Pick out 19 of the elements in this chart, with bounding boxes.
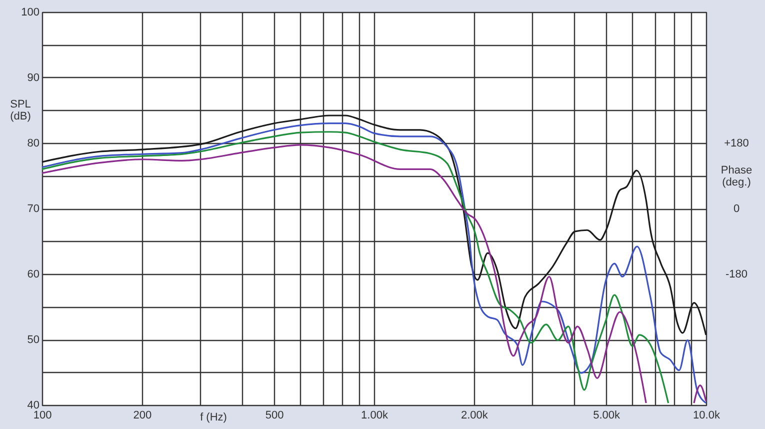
y-axis-title: SPL (dB) bbox=[10, 98, 31, 122]
y-tick-label: 80 bbox=[27, 138, 40, 150]
y-tick-label: 60 bbox=[27, 268, 40, 280]
y-tick-label: 100 bbox=[21, 6, 40, 18]
y2-tick-label: -180 bbox=[725, 268, 748, 280]
x-tick-label: 1.00k bbox=[361, 410, 388, 422]
y-tick-label: 50 bbox=[27, 334, 40, 346]
x-tick-label: 5.00k bbox=[593, 410, 621, 422]
x-tick-label: 2.00k bbox=[460, 410, 488, 422]
x-tick-label: 200 bbox=[133, 410, 152, 422]
x-axis-title: f (Hz) bbox=[200, 412, 227, 424]
y-tick-label: 90 bbox=[27, 72, 40, 84]
y2-tick-label: 0 bbox=[733, 203, 740, 215]
x-tick-label: 500 bbox=[265, 410, 284, 422]
y-tick-label: 70 bbox=[27, 203, 40, 215]
x-tick-label: 10.0k bbox=[693, 410, 720, 422]
y2-tick-label: +180 bbox=[724, 138, 749, 150]
y2-axis-title: Phase (deg.) bbox=[720, 164, 752, 188]
y-tick-label: 40 bbox=[27, 400, 40, 412]
